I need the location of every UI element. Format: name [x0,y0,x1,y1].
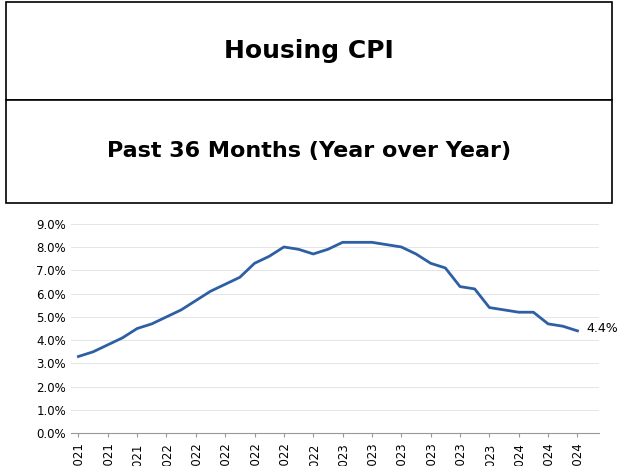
Text: 4.4%: 4.4% [586,322,618,335]
Text: Housing CPI: Housing CPI [224,39,394,63]
Text: Past 36 Months (Year over Year): Past 36 Months (Year over Year) [107,142,511,161]
